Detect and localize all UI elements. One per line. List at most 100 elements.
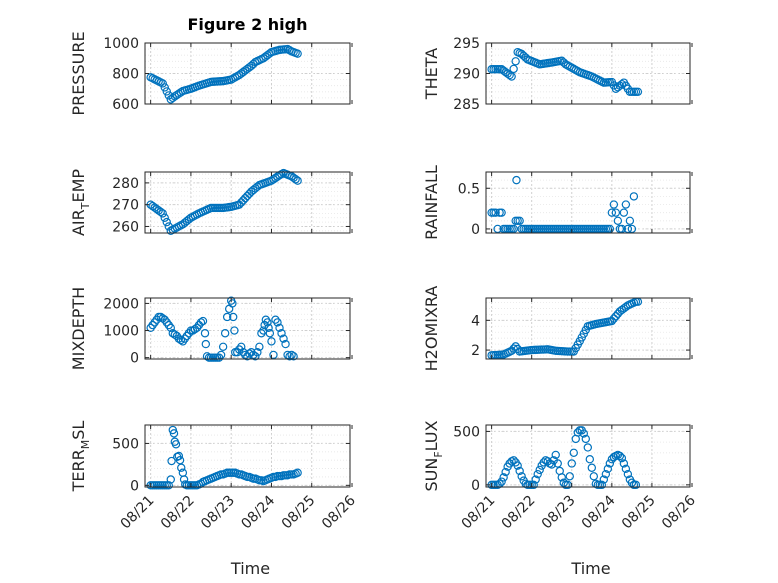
axes-box xyxy=(144,297,351,360)
axes-box xyxy=(485,171,691,234)
data-point xyxy=(621,464,631,474)
data-point xyxy=(617,453,627,463)
y-axis-label: PRESSURE xyxy=(69,31,88,115)
data-point xyxy=(253,348,262,357)
data-point xyxy=(515,466,524,476)
data-point xyxy=(160,83,169,92)
y-axis-label: MIXDEPTH xyxy=(69,287,88,370)
data-point xyxy=(601,469,611,479)
data-point xyxy=(513,461,522,470)
data-point xyxy=(505,70,514,80)
data-point xyxy=(573,428,582,437)
data-point xyxy=(200,329,210,338)
data-point xyxy=(551,450,560,460)
data-point xyxy=(547,460,556,469)
subplot-3: 260 270 280 AIRTEMP xyxy=(69,169,353,236)
x-tick-label: 08/26 xyxy=(319,492,359,532)
data-point xyxy=(499,473,508,482)
data-point xyxy=(237,342,246,351)
data-point xyxy=(507,72,516,81)
data-point xyxy=(264,323,273,333)
x-tick-label: 08/22 xyxy=(158,493,198,533)
y-axis-label: AIRTEMP xyxy=(69,169,92,236)
data-point xyxy=(162,217,171,227)
data-point xyxy=(497,208,506,217)
x-axis-label: Time xyxy=(570,559,610,578)
y-tick-label: 1000 xyxy=(103,324,139,340)
data-point xyxy=(583,443,592,452)
data-point xyxy=(273,318,282,327)
data-point xyxy=(579,429,588,438)
subplot-7: 0 500 08/21 08/22 08/23 08/24 08/25 08/26 Time TE… xyxy=(69,421,359,578)
subplot-1: 600 800 1000 PRESSURE Figure 2 high xyxy=(69,15,353,116)
y-tick-label: 0 xyxy=(471,222,480,238)
data-point xyxy=(293,49,302,58)
data-point xyxy=(220,329,230,338)
y-tick-label: 0 xyxy=(130,478,139,494)
data-point xyxy=(603,464,613,474)
data-point xyxy=(171,440,181,449)
data-point xyxy=(164,481,173,490)
data-point xyxy=(267,337,276,346)
data-point xyxy=(587,463,597,472)
y-tick-label: 285 xyxy=(453,97,480,113)
data-point xyxy=(619,208,629,217)
y-tick-label: 800 xyxy=(112,67,139,83)
data-point xyxy=(511,342,520,351)
plot-area xyxy=(145,298,350,359)
data-point xyxy=(567,459,576,468)
data-point xyxy=(160,213,169,222)
data-point xyxy=(158,209,167,218)
y-tick-label: 2000 xyxy=(103,296,139,312)
data-point xyxy=(629,192,639,201)
data-point xyxy=(285,352,294,361)
y-axis-label: THETA xyxy=(422,48,441,100)
data-point xyxy=(553,459,562,468)
data-point xyxy=(517,472,526,481)
data-point xyxy=(509,64,518,74)
y-tick-label: 500 xyxy=(112,436,139,452)
data-point xyxy=(529,480,538,490)
data-point xyxy=(531,475,540,484)
data-point xyxy=(281,339,290,349)
data-point xyxy=(615,451,625,461)
data-point xyxy=(291,175,300,184)
y-axis-label: H2OMIXRA xyxy=(422,286,441,372)
subplot-4: 0 0.5 RAINFALL xyxy=(422,165,693,240)
data-point xyxy=(597,480,607,490)
subplot-5: 0 1000 2000 MIXDEPTH xyxy=(69,287,353,370)
data-point xyxy=(539,458,548,467)
y-tick-label: 0.5 xyxy=(458,181,480,197)
data-point xyxy=(255,342,264,351)
x-tick-label: 08/26 xyxy=(659,492,699,532)
x-tick-label: 08/24 xyxy=(579,492,619,532)
data-point xyxy=(196,318,206,327)
y-tick-label: 2 xyxy=(471,343,480,359)
data-point xyxy=(251,352,260,361)
y-tick-label: 280 xyxy=(112,176,139,192)
data-point xyxy=(559,478,568,487)
data-point xyxy=(218,342,228,351)
y-tick-label: 0 xyxy=(130,351,139,367)
y-tick-label: 4 xyxy=(471,313,480,329)
data-point xyxy=(491,208,500,217)
y-tick-label: 260 xyxy=(112,219,139,235)
y-tick-label: 1000 xyxy=(103,36,139,52)
data-point xyxy=(201,339,211,349)
data-point xyxy=(230,326,239,335)
data-point xyxy=(509,456,518,465)
chart-title: Figure 2 high xyxy=(188,15,308,34)
y-tick-label: 270 xyxy=(112,198,139,214)
axes-box xyxy=(144,424,351,488)
axes-box xyxy=(485,297,691,360)
x-tick-label: 08/22 xyxy=(499,493,539,533)
data-point xyxy=(169,429,179,438)
y-tick-label: 295 xyxy=(453,36,480,52)
data-point xyxy=(621,200,631,209)
data-point xyxy=(511,57,520,66)
data-point xyxy=(275,323,284,333)
subplot-8: 0 500 08/21 08/22 08/23 08/24 08/25 08/26 Time SU… xyxy=(422,420,699,578)
axes-box xyxy=(485,424,691,488)
data-point xyxy=(533,469,542,479)
y-axis-label: SUNFLUX xyxy=(422,420,445,491)
